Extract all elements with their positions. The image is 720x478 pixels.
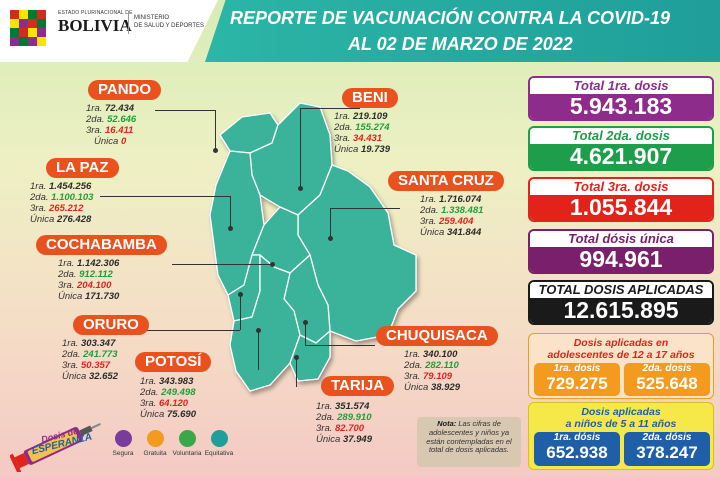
cochabamba-dot	[270, 262, 275, 267]
ministry-line-2: DE SALUD Y DEPORTES	[134, 23, 205, 29]
chuquisaca-pointer-v	[305, 322, 306, 345]
ministry-name: MINISTERIO DE SALUD Y DEPORTES	[134, 14, 204, 30]
dept-label-pando: PANDO	[88, 80, 162, 100]
stats-beni: 1ra. 219.109 2da. 155.274 3ra. 34.431 Ún…	[334, 111, 390, 155]
ministry-line-1: MINISTERIO	[134, 15, 170, 21]
principle-equitativa: Equitativa	[202, 430, 236, 457]
stats-potosi: 1ra. 343.983 2da. 249.498 3ra. 64.120 Ún…	[140, 376, 196, 420]
gov-name: BOLIVIA	[58, 16, 132, 35]
dept-label-cochabamba: COCHABAMBA	[36, 235, 167, 255]
principle-segura: Segura	[106, 430, 140, 457]
principle-gratuita: Gratuita	[138, 430, 172, 457]
chuquisaca-pointer	[305, 345, 375, 346]
total-second-dose-label: Total 2da. dosis	[530, 128, 712, 144]
total-first-dose-card: Total 1ra. dosis 5.943.183	[528, 76, 714, 121]
lapaz-pointer	[100, 196, 230, 197]
total-applied-card: TOTAL DOSIS APLICADAS 12.615.895	[528, 280, 714, 325]
total-applied-value: 12.615.895	[530, 298, 712, 323]
dept-label-santacruz: SANTA CRUZ	[388, 171, 504, 191]
syringe-campaign-icon	[10, 423, 101, 472]
total-unique-dose-value: 994.961	[530, 247, 712, 272]
pando-pointer-v	[215, 110, 216, 150]
total-third-dose-value: 1.055.844	[530, 195, 712, 220]
tarija-dot	[294, 355, 299, 360]
note-text: Las cifras de adolescentes y niños ya es…	[426, 419, 512, 455]
cochabamba-pointer	[172, 264, 272, 265]
tarija-pointer	[296, 357, 297, 387]
principle-voluntaria: Voluntaria	[170, 430, 204, 457]
gov-small-text: ESTADO PLURINACIONAL DE	[58, 10, 133, 16]
dept-label-lapaz: LA PAZ	[46, 158, 119, 178]
coin-icon	[146, 430, 164, 447]
total-second-dose-value: 4.621.907	[530, 144, 712, 169]
children-first-dose: 1ra. dósis 652.938	[534, 432, 620, 466]
hand-icon	[178, 430, 196, 447]
potosi-pointer	[258, 330, 259, 370]
total-applied-label: TOTAL DOSIS APLICADAS	[530, 282, 712, 298]
dept-label-potosi: POTOSÍ	[135, 352, 212, 372]
adolescents-title-2: adolescentes de 12 a 17 años	[547, 349, 695, 361]
adolescents-second-dose: 2da. dosis 525.648	[624, 363, 710, 396]
page-subtitle: AL 02 DE MARZO DE 2022	[348, 34, 573, 54]
beni-pointer-v	[300, 108, 301, 188]
oruro-pointer-v	[240, 294, 241, 330]
note-box: Nota: Las cifras de adolescentes y niños…	[417, 417, 521, 467]
bolivia-emblem-icon	[9, 9, 49, 49]
header-title-banner	[205, 0, 720, 62]
santacruz-pointer	[330, 208, 400, 209]
dept-label-tarija: TARIJA	[321, 376, 395, 396]
beni-pointer	[300, 108, 360, 109]
total-second-dose-card: Total 2da. dosis 4.621.907	[528, 126, 714, 171]
pando-dot	[213, 148, 218, 153]
stats-cochabamba: 1ra. 1.142.306 2da. 912.112 3ra. 204.100…	[58, 258, 120, 302]
adolescents-title-1: Dosis aplicadas en	[573, 337, 669, 349]
map-region-tarija	[289, 330, 331, 382]
chuquisaca-dot	[303, 320, 308, 325]
bolivia-map	[209, 102, 417, 392]
total-third-dose-label: Total 3ra. dosis	[530, 179, 712, 195]
santacruz-pointer-v	[330, 208, 331, 238]
pando-pointer	[155, 110, 215, 111]
page-title: REPORTE DE VACUNACIÓN CONTRA LA COVID-19	[230, 8, 671, 28]
oruro-dot	[238, 292, 243, 297]
adolescents-first-dose: 1ra. dosis 729.275	[534, 363, 620, 396]
dept-label-chuquisaca: CHUQUISACA	[376, 326, 498, 346]
total-unique-dose-label: Total dósis única	[530, 231, 712, 247]
stats-chuquisaca: 1ra. 340.100 2da. 282.110 3ra. 79.109 Ún…	[404, 349, 460, 393]
stats-tarija: 1ra. 351.574 2da. 289.910 3ra. 82.700 Ún…	[316, 401, 372, 445]
children-title-1: Dosis aplicadas	[581, 406, 661, 418]
beni-dot	[298, 186, 303, 191]
lapaz-dot	[228, 226, 233, 231]
total-unique-dose-card: Total dósis única 994.961	[528, 229, 714, 274]
stats-oruro: 1ra. 303.347 2da. 241.773 3ra. 50.357 Ún…	[62, 338, 118, 382]
note-label: Nota:	[437, 419, 457, 428]
dept-label-oruro: ORURO	[73, 315, 149, 335]
potosi-dot	[256, 328, 261, 333]
total-first-dose-label: Total 1ra. dosis	[530, 78, 712, 94]
stats-lapaz: 1ra. 1.454.256 2da. 1.100.103 3ra. 265.2…	[30, 181, 94, 225]
stats-pando: 1ra. 72.434 2da. 52.646 3ra. 16.411 Únic…	[86, 103, 137, 147]
oruro-pointer	[135, 330, 240, 331]
dept-label-beni: BENI	[342, 88, 398, 108]
map-region-potosi	[229, 254, 301, 392]
total-third-dose-card: Total 3ra. dosis 1.055.844	[528, 177, 714, 222]
children-title-2: a niños de 5 a 11 años	[565, 418, 677, 430]
header-divider	[128, 12, 129, 34]
santacruz-dot	[328, 236, 333, 241]
balance-icon	[210, 430, 228, 447]
lapaz-pointer-v	[230, 196, 231, 228]
children-second-dose: 2da. dósis 378.247	[624, 432, 710, 466]
shield-icon	[114, 430, 132, 447]
stats-santacruz: 1ra. 1.716.074 2da. 1.338.481 3ra. 259.4…	[420, 194, 484, 238]
total-first-dose-value: 5.943.183	[530, 94, 712, 119]
